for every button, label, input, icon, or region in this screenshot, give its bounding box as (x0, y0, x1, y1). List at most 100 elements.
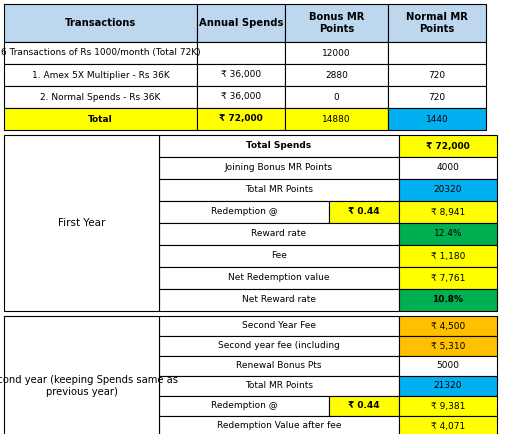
Text: 5000: 5000 (436, 362, 459, 371)
Text: Transactions: Transactions (65, 18, 136, 28)
Text: ₹ 1,180: ₹ 1,180 (430, 251, 464, 260)
Bar (284, 86, 387, 108)
Text: 4000: 4000 (436, 164, 459, 172)
Bar (196, 86, 284, 108)
Bar (398, 157, 496, 179)
Bar (159, 267, 398, 289)
Text: First Year: First Year (58, 218, 105, 228)
Bar (159, 179, 398, 201)
Bar (284, 108, 387, 130)
Bar (387, 108, 485, 130)
Bar (398, 356, 496, 376)
Bar (4, 64, 196, 86)
Bar (159, 396, 328, 416)
Text: 20320: 20320 (433, 185, 462, 194)
Text: Redemption @: Redemption @ (210, 207, 277, 217)
Bar (159, 157, 398, 179)
Text: 720: 720 (428, 70, 445, 79)
Text: 1. Amex 5X Multiplier - Rs 36K: 1. Amex 5X Multiplier - Rs 36K (31, 70, 169, 79)
Text: 1440: 1440 (425, 115, 447, 124)
Text: Total Spends: Total Spends (246, 141, 311, 151)
Bar (159, 316, 398, 336)
Text: Net Redemption value: Net Redemption value (228, 273, 329, 283)
Bar (196, 4, 284, 42)
Bar (398, 289, 496, 311)
Text: Second year (keeping Spends same as
previous year): Second year (keeping Spends same as prev… (0, 375, 178, 397)
Bar (328, 201, 398, 223)
Bar (398, 223, 496, 245)
Text: Fee: Fee (271, 251, 286, 260)
Bar (4, 135, 159, 311)
Text: Total MR Points: Total MR Points (244, 185, 313, 194)
Bar (284, 4, 387, 42)
Text: 21320: 21320 (433, 381, 462, 391)
Bar (196, 108, 284, 130)
Bar (328, 396, 398, 416)
Bar (398, 267, 496, 289)
Text: ₹ 4,500: ₹ 4,500 (430, 322, 464, 331)
Text: 2. Normal Spends - Rs 36K: 2. Normal Spends - Rs 36K (40, 92, 161, 102)
Bar (387, 64, 485, 86)
Bar (4, 108, 196, 130)
Text: Renewal Bonus Pts: Renewal Bonus Pts (236, 362, 321, 371)
Bar (387, 4, 485, 42)
Bar (196, 64, 284, 86)
Bar (398, 336, 496, 356)
Bar (398, 179, 496, 201)
Text: ₹ 8,941: ₹ 8,941 (430, 207, 464, 217)
Text: Redemption Value after fee: Redemption Value after fee (216, 421, 340, 431)
Bar (387, 42, 485, 64)
Bar (398, 201, 496, 223)
Bar (159, 223, 398, 245)
Bar (159, 201, 328, 223)
Text: Redemption @: Redemption @ (210, 401, 277, 411)
Bar (398, 316, 496, 336)
Bar (284, 42, 387, 64)
Text: Second Year Fee: Second Year Fee (241, 322, 316, 331)
Text: 12.4%: 12.4% (433, 230, 462, 239)
Text: Joining Bonus MR Points: Joining Bonus MR Points (225, 164, 332, 172)
Text: 0: 0 (333, 92, 339, 102)
Text: 720: 720 (428, 92, 445, 102)
Bar (398, 376, 496, 396)
Text: ₹ 7,761: ₹ 7,761 (430, 273, 464, 283)
Bar (398, 396, 496, 416)
Text: 6 Transactions of Rs 1000/month (Total 72K): 6 Transactions of Rs 1000/month (Total 7… (1, 49, 200, 57)
Bar (159, 289, 398, 311)
Bar (159, 376, 398, 396)
Text: 12000: 12000 (322, 49, 350, 57)
Bar (159, 416, 398, 434)
Text: Net Reward rate: Net Reward rate (241, 296, 316, 305)
Text: ₹ 72,000: ₹ 72,000 (425, 141, 469, 151)
Text: Total: Total (88, 115, 113, 124)
Bar (159, 135, 398, 157)
Bar (159, 356, 398, 376)
Text: ₹ 4,071: ₹ 4,071 (430, 421, 464, 431)
Text: ₹ 0.44: ₹ 0.44 (347, 401, 379, 411)
Text: 10.8%: 10.8% (432, 296, 463, 305)
Text: Reward rate: Reward rate (251, 230, 306, 239)
Text: Annual Spends: Annual Spends (198, 18, 283, 28)
Bar (4, 86, 196, 108)
Bar (4, 316, 159, 434)
Text: ₹ 72,000: ₹ 72,000 (219, 115, 263, 124)
Bar (284, 64, 387, 86)
Text: Normal MR
Points: Normal MR Points (405, 12, 467, 34)
Text: Total MR Points: Total MR Points (244, 381, 313, 391)
Text: ₹ 36,000: ₹ 36,000 (221, 92, 261, 102)
Bar (159, 245, 398, 267)
Bar (387, 86, 485, 108)
Text: Second year fee (including: Second year fee (including (218, 342, 339, 351)
Bar (196, 42, 284, 64)
Text: ₹ 0.44: ₹ 0.44 (347, 207, 379, 217)
Text: 2880: 2880 (324, 70, 347, 79)
Text: Bonus MR
Points: Bonus MR Points (308, 12, 364, 34)
Bar (4, 42, 196, 64)
Text: ₹ 9,381: ₹ 9,381 (430, 401, 464, 411)
Bar (398, 416, 496, 434)
Bar (159, 336, 398, 356)
Bar (398, 245, 496, 267)
Text: 14880: 14880 (322, 115, 350, 124)
Text: ₹ 36,000: ₹ 36,000 (221, 70, 261, 79)
Bar (4, 4, 196, 42)
